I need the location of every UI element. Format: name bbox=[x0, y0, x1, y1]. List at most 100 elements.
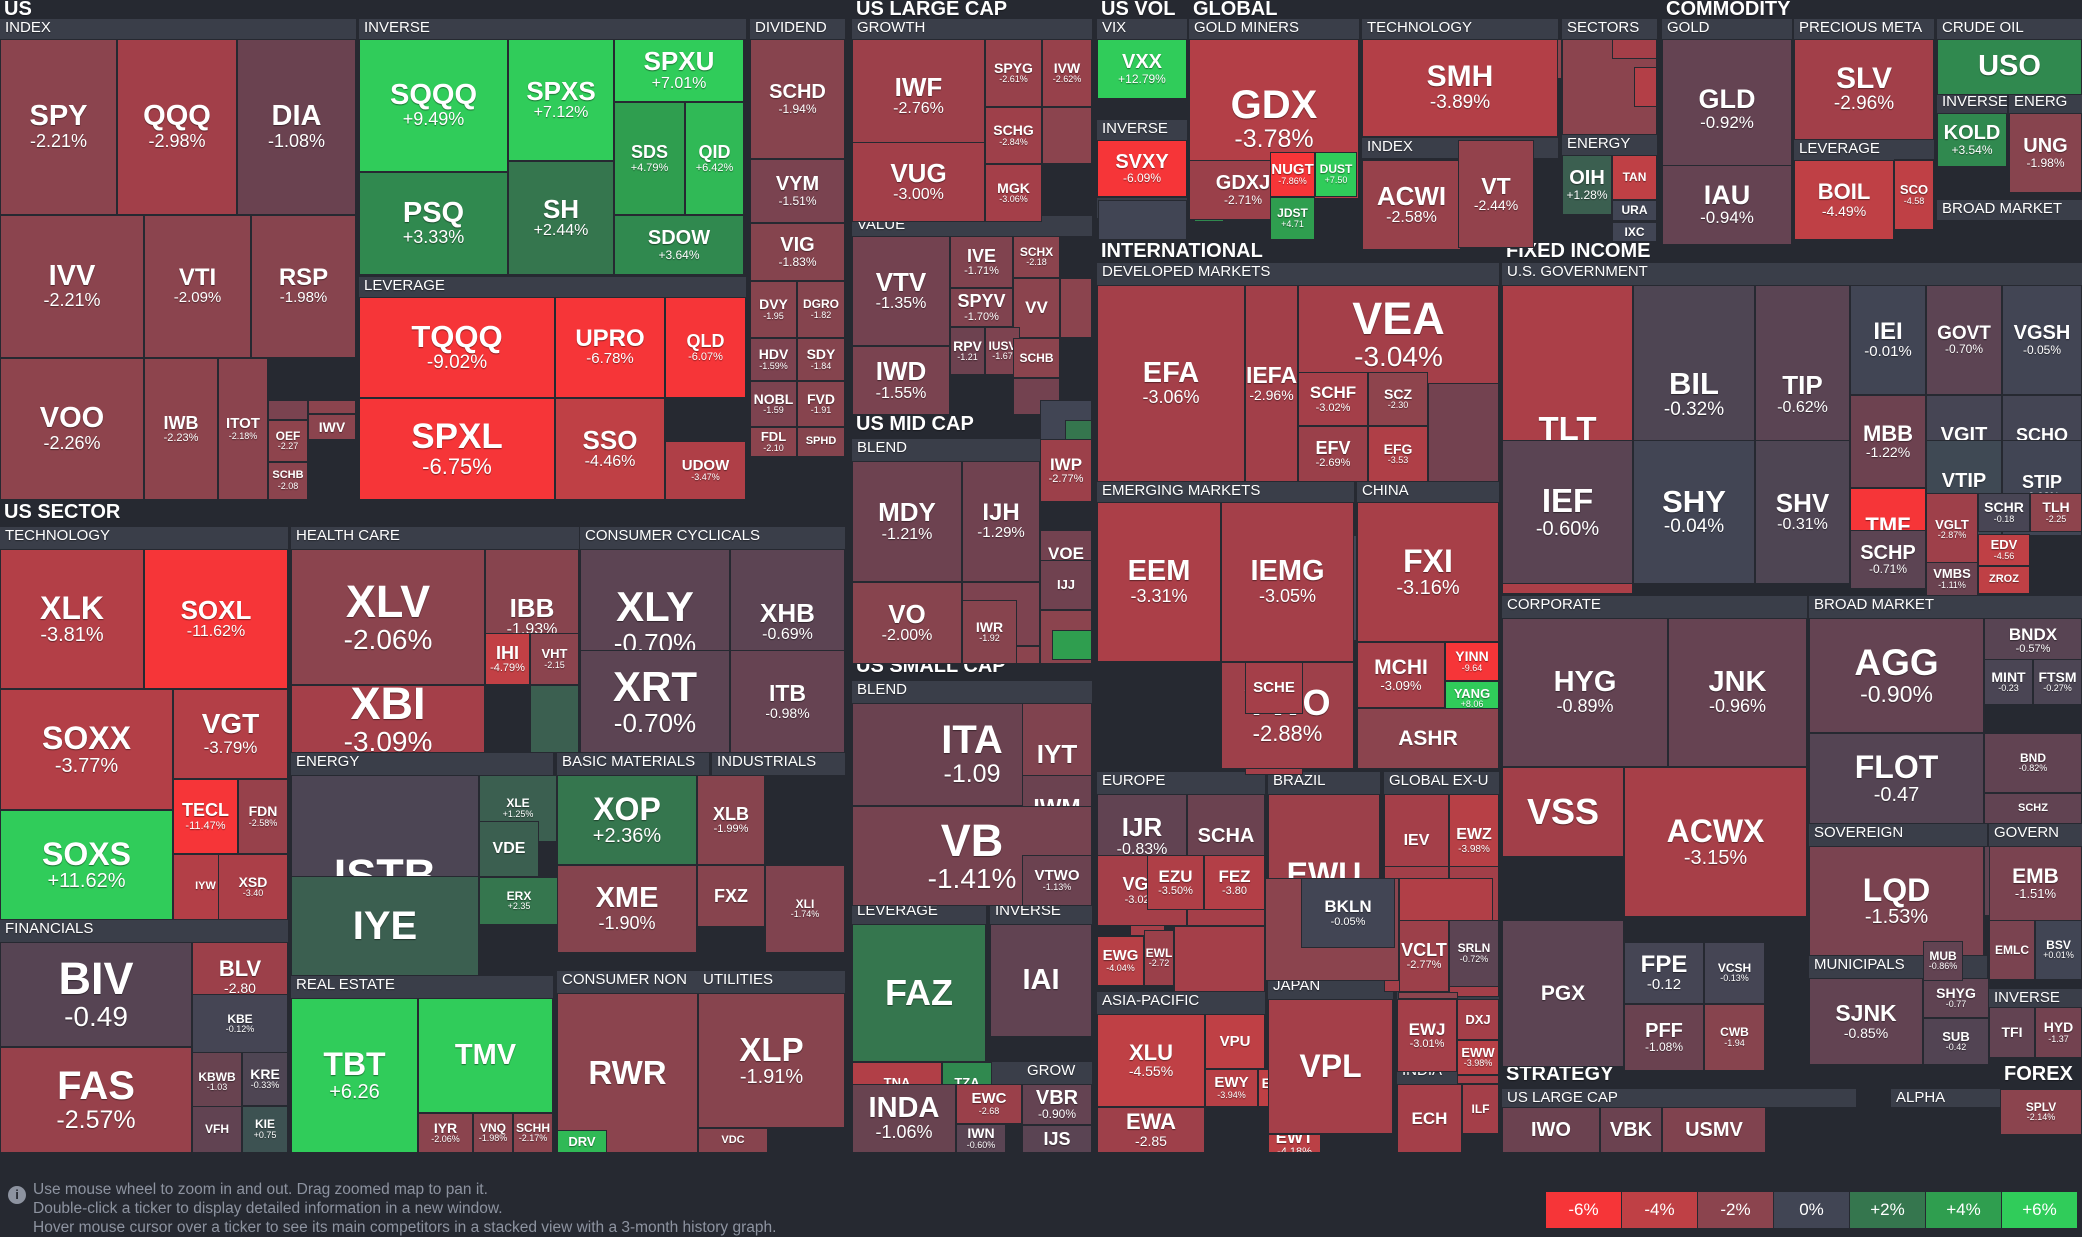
ticker-tile-bnd[interactable]: BND -0.82% bbox=[1984, 733, 2082, 793]
ticker-tile-ijh[interactable]: IJH -1.29% bbox=[962, 461, 1040, 582]
ticker-tile-acwx[interactable]: ACWX -3.15% bbox=[1624, 767, 1807, 917]
small-ticker-tile[interactable] bbox=[1634, 67, 1657, 107]
ticker-tile-bsv[interactable]: BSV +0.01% bbox=[2035, 920, 2082, 980]
group-header-real-estate[interactable]: REAL ESTATE bbox=[291, 976, 553, 998]
ticker-tile-tqqq[interactable]: TQQQ -9.02% bbox=[359, 297, 555, 398]
group-header-energ[interactable]: ENERG bbox=[2009, 93, 2082, 113]
ticker-tile-lqd[interactable]: LQD -1.53% bbox=[1809, 846, 1984, 956]
ticker-tile-qid[interactable]: QID +6.42% bbox=[685, 102, 744, 215]
ticker-tile-iei[interactable]: IEI -0.01% bbox=[1850, 285, 1926, 395]
ticker-tile-vgt[interactable]: VGT -3.79% bbox=[173, 689, 288, 779]
small-ticker-tile[interactable] bbox=[1060, 278, 1092, 338]
ticker-tile-ewj[interactable]: EWJ -3.01% bbox=[1397, 999, 1457, 1072]
ticker-tile-ashr[interactable]: ASHR bbox=[1357, 708, 1499, 769]
sector-header-us-vol[interactable]: US VOL bbox=[1097, 0, 1189, 19]
ticker-tile-udow[interactable]: UDOW -3.47% bbox=[665, 441, 746, 500]
ticker-tile-fdn[interactable]: FDN -2.58% bbox=[238, 779, 288, 854]
ticker-tile-fas[interactable]: FAS -2.57% bbox=[0, 1047, 192, 1153]
group-header-leverage[interactable]: LEVERAGE bbox=[1794, 140, 1934, 160]
ticker-tile-schx[interactable]: SCHX -2.18 bbox=[1013, 236, 1060, 278]
ticker-tile-vpl[interactable]: VPL bbox=[1268, 999, 1393, 1134]
ticker-tile-vym[interactable]: VYM -1.51% bbox=[750, 159, 845, 223]
ticker-tile-mbb[interactable]: MBB -1.22% bbox=[1850, 395, 1926, 488]
ticker-tile-iefa[interactable]: IEFA -2.96% bbox=[1245, 285, 1298, 482]
ticker-tile-iyr[interactable]: IYR -2.06% bbox=[418, 1113, 473, 1153]
group-header-broad-market[interactable]: BROAD MARKET bbox=[1809, 596, 2082, 618]
ticker-tile-xlu[interactable]: XLU -4.55% bbox=[1097, 1014, 1205, 1107]
sector-header-commodity[interactable]: COMMODITY bbox=[1662, 0, 2082, 19]
ticker-tile-xlv[interactable]: XLV -2.06% bbox=[291, 549, 485, 685]
ticker-tile-uso[interactable]: USO bbox=[1937, 39, 2082, 95]
ticker-tile-xlb[interactable]: XLB -1.99% bbox=[697, 775, 765, 865]
ticker-tile-vo[interactable]: VO -2.00% bbox=[852, 582, 962, 664]
ticker-tile-psq[interactable]: PSQ +3.33% bbox=[359, 172, 508, 275]
ticker-tile-ewy[interactable]: EWY -3.94% bbox=[1205, 1069, 1258, 1107]
ticker-tile-sche[interactable]: SCHE bbox=[1245, 662, 1303, 714]
ticker-tile-edv[interactable]: EDV -4.56 bbox=[1978, 534, 2030, 566]
ticker-tile-fxi[interactable]: FXI -3.16% bbox=[1357, 502, 1499, 642]
group-header-precious-meta[interactable]: PRECIOUS META bbox=[1794, 19, 1934, 39]
ticker-tile-eem[interactable]: EEM -3.31% bbox=[1097, 502, 1221, 662]
ticker-tile-fdl[interactable]: FDL -2.10 bbox=[750, 427, 797, 457]
ticker-tile-ezu[interactable]: EZU -3.50% bbox=[1147, 855, 1204, 910]
ticker-tile-iwp[interactable]: IWP -2.77% bbox=[1040, 439, 1092, 502]
group-header-energy[interactable]: ENERGY bbox=[291, 753, 553, 775]
ticker-tile-efa[interactable]: EFA -3.06% bbox=[1097, 285, 1245, 482]
group-header-dividend[interactable]: DIVIDEND bbox=[750, 19, 845, 39]
ticker-tile-vug[interactable]: VUG -3.00% bbox=[852, 142, 985, 222]
ticker-tile-schd[interactable]: SCHD -1.94% bbox=[750, 39, 845, 159]
ticker-tile-dxj[interactable]: DXJ bbox=[1457, 999, 1499, 1040]
small-ticker-tile[interactable] bbox=[308, 400, 356, 414]
group-header-technology[interactable]: TECHNOLOGY bbox=[1362, 19, 1558, 39]
ticker-tile-sqqq[interactable]: SQQQ +9.49% bbox=[359, 39, 508, 172]
group-header-china[interactable]: CHINA bbox=[1357, 482, 1499, 504]
ticker-tile-vbk[interactable]: VBK bbox=[1600, 1107, 1662, 1153]
group-header-inverse[interactable]: INVERSE bbox=[1097, 120, 1187, 140]
ticker-tile-nobl[interactable]: NOBL -1.59 bbox=[750, 381, 797, 427]
ticker-tile-xme[interactable]: XME -1.90% bbox=[557, 865, 697, 953]
ticker-tile-ewa[interactable]: EWA -2.85 bbox=[1097, 1107, 1205, 1153]
ticker-tile-ief[interactable]: IEF -0.60% bbox=[1502, 440, 1633, 584]
ticker-tile-vnq[interactable]: VNQ -1.98% bbox=[473, 1113, 513, 1153]
ticker-tile-sh[interactable]: SH +2.44% bbox=[508, 161, 614, 275]
ticker-tile-sso[interactable]: SSO -4.46% bbox=[555, 398, 665, 500]
ticker-tile-faz[interactable]: FAZ bbox=[852, 924, 986, 1062]
ticker-tile-ihi[interactable]: IHI -4.79% bbox=[485, 633, 530, 685]
ticker-tile-xlk[interactable]: XLK -3.81% bbox=[0, 549, 144, 689]
ticker-tile-iemg[interactable]: IEMG -3.05% bbox=[1221, 502, 1354, 662]
ticker-tile-ewg[interactable]: EWG -4.04% bbox=[1097, 936, 1144, 986]
ticker-tile-tlh[interactable]: TLH -2.25 bbox=[2030, 493, 2082, 532]
ticker-tile-iau[interactable]: IAU -0.94% bbox=[1662, 165, 1792, 245]
ticker-tile-tecl[interactable]: TECL -11.47% bbox=[173, 779, 238, 854]
ticker-tile-vcsh[interactable]: VCSH -0.13% bbox=[1704, 942, 1765, 1004]
ticker-tile-fvd[interactable]: FVD -1.91 bbox=[797, 381, 845, 427]
ticker-tile-drv[interactable]: DRV bbox=[557, 1130, 607, 1153]
ticker-tile-xsd[interactable]: XSD -3.40 bbox=[218, 854, 288, 920]
small-ticker-tile[interactable] bbox=[1042, 107, 1092, 164]
ticker-tile-xli[interactable]: XLI -1.74% bbox=[765, 865, 845, 953]
ticker-tile-hdv[interactable]: HDV -1.59% bbox=[750, 338, 797, 381]
ticker-tile-iye[interactable]: IYE bbox=[291, 876, 479, 976]
ticker-tile-emlc[interactable]: EMLC bbox=[1989, 920, 2035, 980]
ticker-tile-iwf[interactable]: IWF -2.76% bbox=[852, 39, 985, 153]
ticker-tile-sds[interactable]: SDS +4.79% bbox=[614, 102, 685, 215]
ticker-tile-bkln[interactable]: BKLN -0.05% bbox=[1301, 878, 1395, 948]
ticker-tile-spyg[interactable]: SPYG -2.61% bbox=[985, 39, 1042, 107]
group-header-global-ex-u[interactable]: GLOBAL EX-U bbox=[1384, 772, 1499, 794]
ticker-tile-vdc[interactable]: VDC bbox=[698, 1128, 768, 1153]
group-header-financials[interactable]: FINANCIALS bbox=[0, 920, 288, 942]
group-header-industrials[interactable]: INDUSTRIALS bbox=[712, 753, 845, 775]
ticker-tile-jdst[interactable]: JDST +4.71 bbox=[1270, 197, 1315, 240]
ticker-tile-boil[interactable]: BOIL -4.49% bbox=[1794, 160, 1894, 240]
ticker-tile-iwn[interactable]: IWN -0.60% bbox=[956, 1124, 1006, 1153]
group-header-vix[interactable]: VIX bbox=[1097, 19, 1187, 39]
group-header-inverse[interactable]: INVERSE bbox=[1937, 93, 2007, 113]
group-header-japan[interactable]: JAPAN bbox=[1268, 977, 1393, 999]
ticker-tile-vwo[interactable]: VWO-2.88% bbox=[1221, 662, 1354, 769]
ticker-tile-gld[interactable]: GLD -0.92% bbox=[1662, 39, 1792, 180]
ticker-tile-dust[interactable]: DUST +7.50 bbox=[1315, 152, 1357, 197]
ticker-tile-biv[interactable]: BIV -0.49 bbox=[0, 942, 192, 1047]
ticker-tile-shy[interactable]: SHY -0.04% bbox=[1633, 440, 1755, 584]
ticker-tile-kie[interactable]: KIE +0.75 bbox=[242, 1106, 288, 1153]
ticker-tile-slv[interactable]: SLV -2.96% bbox=[1794, 39, 1934, 140]
